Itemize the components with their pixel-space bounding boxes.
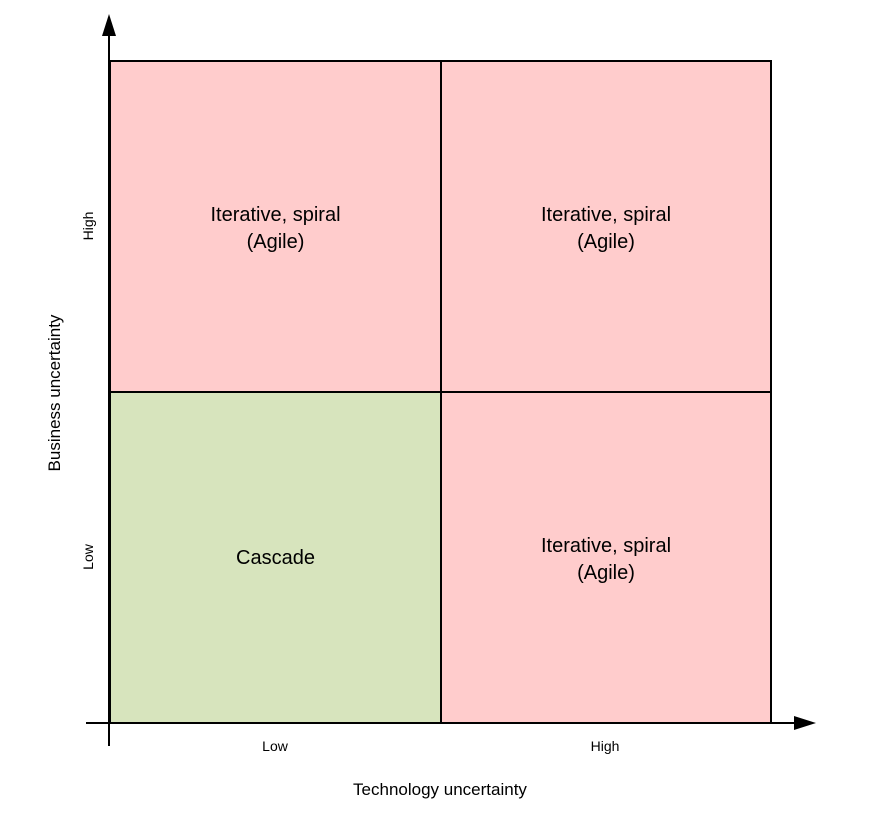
quadrant-top-right: Iterative, spiral (Agile) <box>440 60 772 393</box>
quadrant-top-left-label-line1: Iterative, spiral <box>210 204 341 226</box>
y-axis-title: Business uncertainty <box>45 314 64 472</box>
quadrant-top-left-label-line2: (Agile) <box>246 231 305 253</box>
quadrant-bottom-right-label-line2: (Agile) <box>577 562 635 584</box>
quadrant-bottom-right-label-line1: Iterative, spiral <box>540 535 672 557</box>
x-axis-arrowhead-icon <box>794 716 816 730</box>
y-axis-arrowhead-icon <box>102 14 116 36</box>
quadrant-bottom-right: Iterative, spiral (Agile) <box>440 391 772 724</box>
quadrant-top-right-label-line2: (Agile) <box>577 231 635 253</box>
quadrant-bottom-left-label: Cascade <box>236 547 315 569</box>
quadrant-bottom-left: Cascade <box>109 391 442 724</box>
quadrant-top-right-label-line1: Iterative, spiral <box>540 204 672 226</box>
x-axis-line <box>86 722 796 724</box>
x-tick-high: High <box>590 738 620 754</box>
x-axis-title: Technology uncertainty <box>353 780 527 799</box>
y-axis-line <box>108 34 110 746</box>
x-tick-low: Low <box>262 738 288 754</box>
y-tick-high: High <box>80 211 96 241</box>
quadrant-top-left: Iterative, spiral (Agile) <box>109 60 442 393</box>
y-tick-low: Low <box>80 544 96 570</box>
